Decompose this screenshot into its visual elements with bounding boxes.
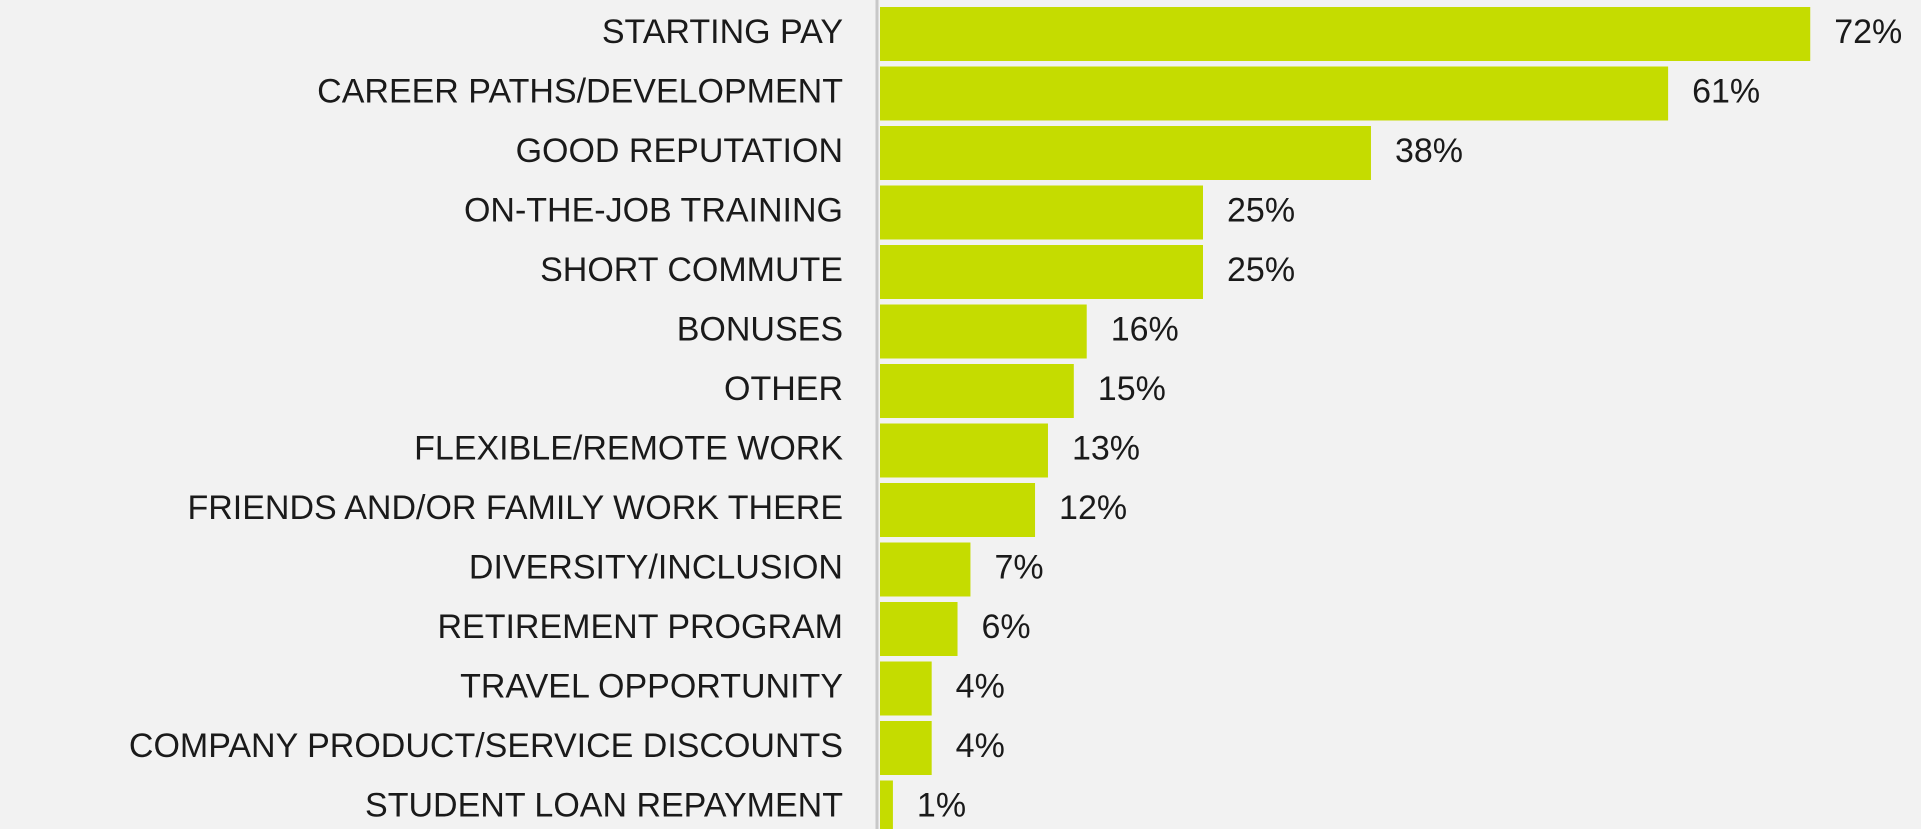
value-label: 4%: [956, 667, 1005, 705]
bar: [880, 364, 1074, 418]
value-label: 25%: [1227, 251, 1295, 289]
bar: [880, 245, 1203, 299]
value-label: 16%: [1111, 310, 1179, 348]
bar: [880, 483, 1036, 537]
bar: [880, 126, 1371, 180]
category-label: FLEXIBLE/REMOTE WORK: [414, 429, 843, 467]
value-label: 72%: [1834, 13, 1902, 51]
category-label: SHORT COMMUTE: [540, 251, 843, 289]
category-label: BONUSES: [677, 310, 843, 348]
category-label: OTHER: [724, 370, 843, 408]
bar: [880, 542, 971, 597]
category-label: STUDENT LOAN REPAYMENT: [365, 786, 843, 824]
bar: [880, 721, 932, 775]
value-label: 13%: [1072, 429, 1140, 467]
value-label: 61%: [1692, 72, 1760, 110]
bar: [880, 304, 1087, 359]
value-label: 15%: [1098, 370, 1166, 408]
value-label: 6%: [982, 608, 1031, 646]
category-label: STARTING PAY: [602, 13, 843, 51]
category-label: CAREER PATHS/DEVELOPMENT: [317, 72, 843, 110]
category-label: COMPANY PRODUCT/SERVICE DISCOUNTS: [129, 727, 843, 765]
category-label: FRIENDS AND/OR FAMILY WORK THERE: [187, 489, 843, 527]
category-label: DIVERSITY/INCLUSION: [469, 548, 843, 586]
bar: [880, 423, 1048, 478]
value-label: 12%: [1059, 489, 1127, 527]
value-label: 4%: [956, 727, 1005, 765]
bar: [880, 66, 1669, 121]
bar: [880, 185, 1203, 240]
value-label: 7%: [994, 548, 1043, 586]
category-label: TRAVEL OPPORTUNITY: [460, 667, 843, 705]
category-label: GOOD REPUTATION: [516, 132, 843, 170]
bar: [880, 602, 958, 656]
value-label: 1%: [917, 786, 966, 824]
bar: [880, 661, 932, 716]
value-label: 25%: [1227, 191, 1295, 229]
value-label: 38%: [1395, 132, 1463, 170]
category-label: ON-THE-JOB TRAINING: [464, 191, 843, 229]
bar: [880, 7, 1811, 61]
bar: [880, 780, 893, 829]
category-label: RETIREMENT PROGRAM: [437, 608, 843, 646]
